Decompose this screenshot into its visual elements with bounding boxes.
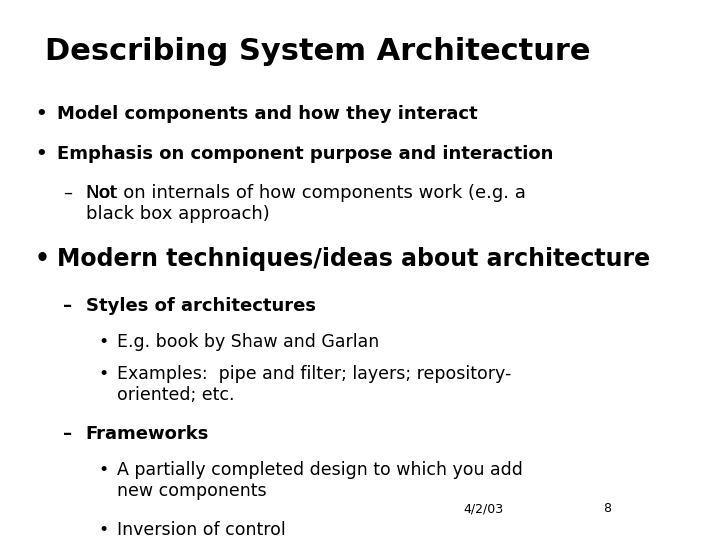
Text: Frameworks: Frameworks [86,426,209,443]
Text: Examples:  pipe and filter; layers; repository-
oriented; etc.: Examples: pipe and filter; layers; repos… [117,366,512,404]
Text: •: • [99,366,109,383]
Text: –: – [63,184,73,202]
Text: •: • [99,521,109,539]
Text: Inversion of control: Inversion of control [117,521,286,539]
Text: Model components and how they interact: Model components and how they interact [57,105,478,123]
Text: •: • [35,247,50,271]
Text: Not on internals of how components work (e.g. a
black box approach): Not on internals of how components work … [86,184,526,223]
Text: Not: Not [86,184,117,202]
Text: –: – [63,426,73,443]
Text: Describing System Architecture: Describing System Architecture [45,37,590,66]
Text: Styles of architectures: Styles of architectures [86,297,315,315]
Text: •: • [99,461,109,479]
Text: •: • [99,333,109,351]
Text: 4/2/03: 4/2/03 [463,502,503,515]
Text: –: – [63,297,73,315]
Text: 8: 8 [603,502,611,515]
Text: Emphasis on component purpose and interaction: Emphasis on component purpose and intera… [57,145,554,163]
Text: E.g. book by Shaw and Garlan: E.g. book by Shaw and Garlan [117,333,379,351]
Text: •: • [35,145,47,163]
Text: •: • [35,105,47,123]
Text: A partially completed design to which you add
new components: A partially completed design to which yo… [117,461,523,500]
Text: Modern techniques/ideas about architecture: Modern techniques/ideas about architectu… [57,247,650,271]
